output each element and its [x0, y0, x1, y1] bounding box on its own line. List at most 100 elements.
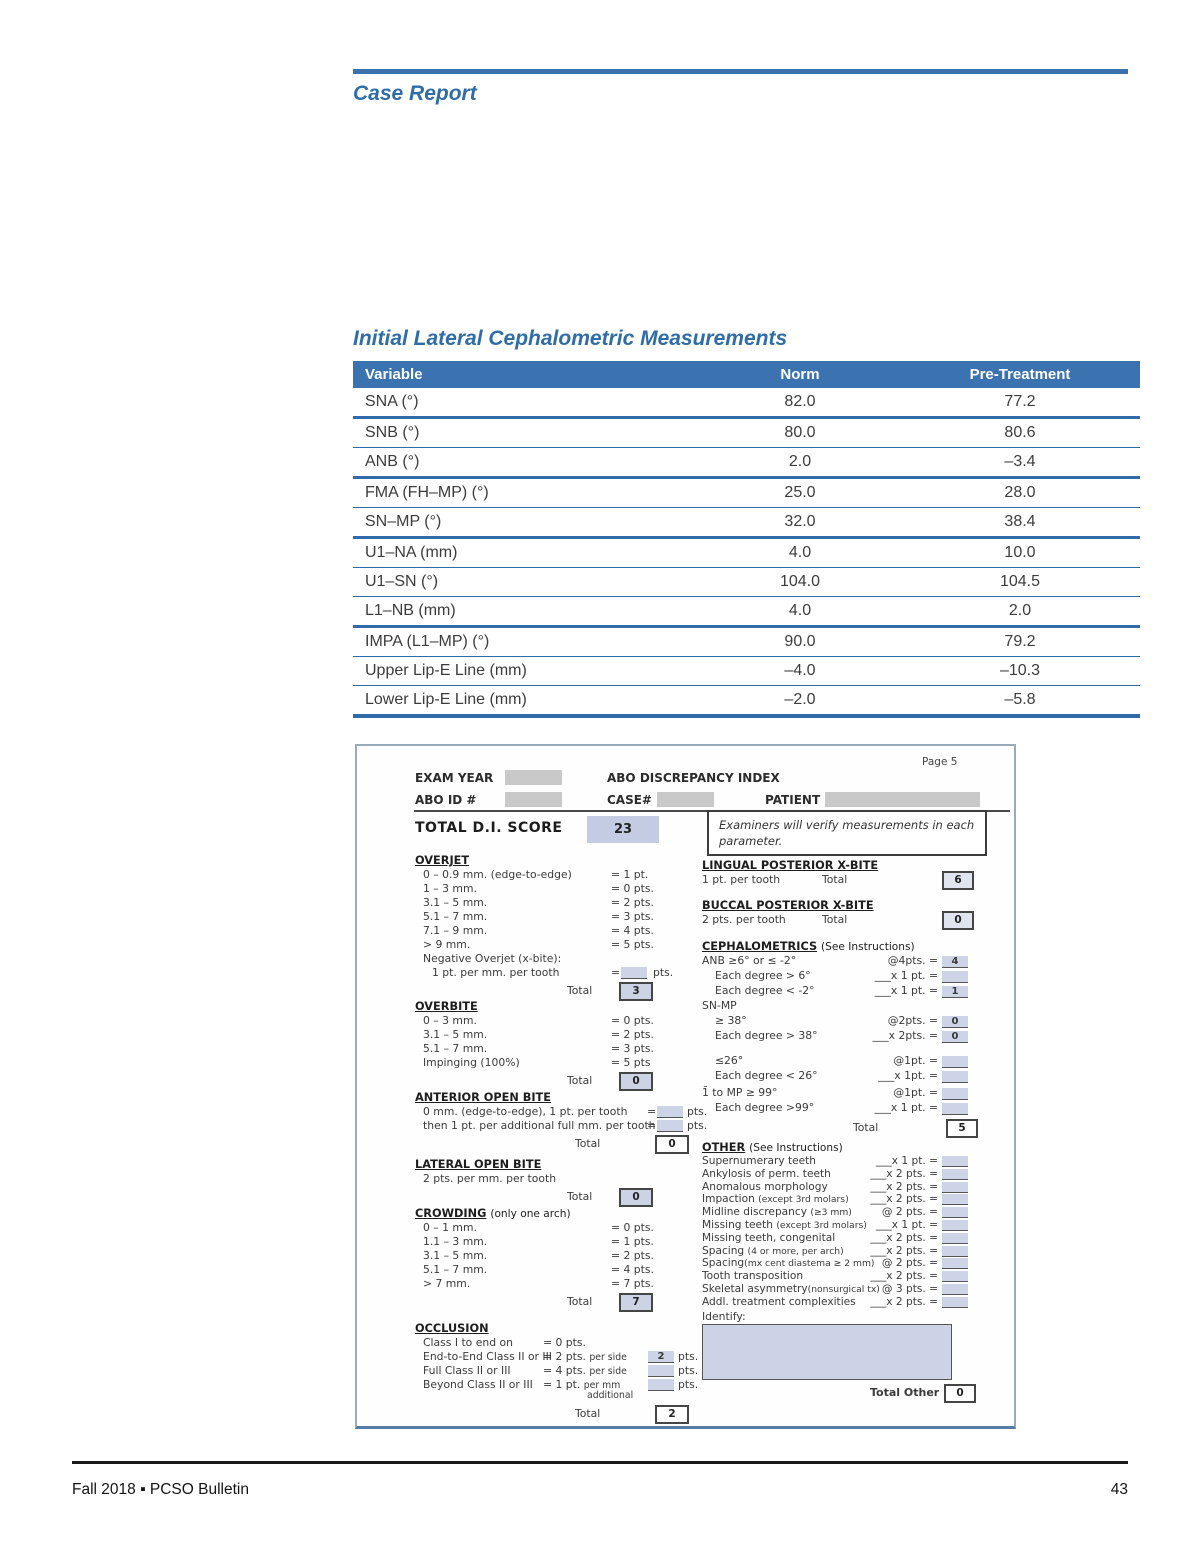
- ceph-row: ≤26° @1pt. =: [702, 1054, 974, 1069]
- points-blank: [657, 1120, 683, 1132]
- cell-pretreatment: –5.8: [900, 685, 1140, 718]
- ceph-value-blank: 0: [942, 1031, 968, 1043]
- other-row: Spacing (4 or more, per arch) ___x 2 pts.…: [702, 1245, 974, 1258]
- overbite-item: 0 – 3 mm. = 0 pts.: [423, 1014, 654, 1027]
- other-row: Anomalous morphology ___x 2 pts. =: [702, 1181, 974, 1194]
- overjet-item: 3.1 – 5 mm. = 2 pts.: [423, 896, 654, 909]
- lateral-open-bite-heading: LATERAL OPEN BITE: [415, 1158, 542, 1171]
- points-blank: [657, 1106, 683, 1118]
- crowding-total: Total 7: [415, 1293, 715, 1312]
- negative-overjet-line: 1 pt. per mm. per tooth = pts.: [432, 966, 674, 979]
- other-value-blank: [942, 1194, 968, 1206]
- buccal-xbite-heading: BUCCAL POSTERIOR X-BITE: [702, 899, 874, 912]
- total-other: Total Other 0: [702, 1383, 976, 1404]
- cephalometrics-section: CEPHALOMETRICS (See Instructions) ANB ≥6…: [702, 940, 978, 1139]
- section-kicker: Case Report: [353, 82, 477, 105]
- cell-variable: SNB (°): [353, 417, 700, 448]
- cell-variable: Upper Lip-E Line (mm): [353, 656, 700, 686]
- ceph-value-blank: 4: [942, 956, 968, 968]
- table-row: ANB (°) 2.0 –3.4: [353, 447, 1140, 479]
- table-row: SNB (°) 80.0 80.6: [353, 417, 1140, 448]
- points-blank: [648, 1379, 674, 1391]
- table-row: Upper Lip-E Line (mm) –4.0 –10.3: [353, 656, 1140, 686]
- cell-norm: 80.0: [700, 417, 900, 448]
- overbite-heading: OVERBITE: [415, 1000, 478, 1013]
- examiner-note: Examiners will verify measurements in ea…: [707, 810, 987, 857]
- occlusion-total-box: 2: [655, 1405, 689, 1424]
- anterior-open-bite-section: ANTERIOR OPEN BITE 0 mm. (edge-to-edge),…: [415, 1091, 715, 1154]
- lingual-xbite-heading: LINGUAL POSTERIOR X-BITE: [702, 859, 879, 872]
- patient-redaction: [825, 792, 980, 807]
- total-di-score-label: TOTAL D.I. SCORE: [415, 820, 563, 836]
- cell-pretreatment: 38.4: [900, 507, 1140, 539]
- cell-norm: 104.0: [700, 567, 900, 597]
- crowding-item: 0 – 1 mm. = 0 pts.: [423, 1221, 654, 1234]
- cell-pretreatment: 28.0: [900, 477, 1140, 508]
- cell-pretreatment: –10.3: [900, 656, 1140, 686]
- crowding-section: CROWDING (only one arch) 0 – 1 mm. = 0 pt…: [415, 1207, 715, 1312]
- form-left-column: OVERJET 0 – 0.9 mm. (edge-to-edge) = 1 pt…: [415, 854, 715, 1424]
- overjet-item: 0 – 0.9 mm. (edge-to-edge) = 1 pt.: [423, 868, 649, 881]
- overbite-item: 5.1 – 7 mm. = 3 pts.: [423, 1042, 654, 1055]
- table-row: Lower Lip-E Line (mm) –2.0 –5.8: [353, 685, 1140, 718]
- table-row: U1–NA (mm) 4.0 10.0: [353, 537, 1140, 568]
- case-number-label: CASE#: [607, 793, 652, 807]
- identify-textbox: [702, 1323, 952, 1380]
- ceph-row: Each degree >99° ___x 1 pt. =: [702, 1101, 974, 1116]
- table-header-row: Variable Norm Pre-Treatment: [353, 361, 1140, 388]
- crowding-item: > 7 mm. = 7 pts.: [423, 1277, 654, 1290]
- total-other-box: 0: [944, 1383, 976, 1403]
- ceph-row: 1̄ to MP ≥ 99° @1pt. =: [702, 1086, 974, 1101]
- other-row: Supernumerary teeth ___x 1 pt. =: [702, 1155, 974, 1168]
- identify-label: Identify:: [702, 1309, 746, 1323]
- cell-pretreatment: 104.5: [900, 567, 1140, 597]
- lateral-open-bite-section: LATERAL OPEN BITE 2 pts. per mm. per too…: [415, 1158, 715, 1207]
- cephalometrics-total-box: 5: [946, 1119, 978, 1138]
- crowding-item: 1.1 – 3 mm. = 1 pts.: [423, 1235, 654, 1248]
- other-value-blank: [942, 1283, 968, 1295]
- negative-overjet-label: Negative Overjet (x-bite):: [423, 952, 562, 965]
- lingual-xbite-total-box: 6: [942, 871, 974, 890]
- cell-norm: 25.0: [700, 477, 900, 508]
- lingual-xbite-section: LINGUAL POSTERIOR X-BITE 1 pt. per tooth…: [702, 859, 974, 890]
- overbite-item: 3.1 – 5 mm. = 2 pts.: [423, 1028, 654, 1041]
- anterior-open-bite-total-box: 0: [655, 1135, 689, 1154]
- footer-page-number: 43: [1110, 1481, 1128, 1498]
- overjet-total: Total 3: [415, 982, 715, 1001]
- anterior-open-bite-total: Total 0: [415, 1135, 715, 1154]
- exam-year-label: EXAM YEAR: [415, 771, 494, 785]
- cell-variable: U1–NA (mm): [353, 537, 700, 568]
- cell-variable: SNA (°): [353, 388, 700, 419]
- cell-norm: 2.0: [700, 447, 900, 479]
- col-header-variable: Variable: [353, 361, 700, 388]
- total-di-score-value: 23: [587, 816, 659, 843]
- cell-norm: –4.0: [700, 656, 900, 686]
- overbite-total: Total 0: [415, 1072, 715, 1091]
- case-number-redaction: [657, 792, 714, 807]
- cell-pretreatment: 10.0: [900, 537, 1140, 568]
- ceph-value-blank: 1: [942, 986, 968, 998]
- table-row: SNA (°) 82.0 77.2: [353, 388, 1140, 419]
- cephalometrics-heading: CEPHALOMETRICS (See Instructions): [702, 940, 915, 953]
- overjet-item: > 9 mm. = 5 pts.: [423, 938, 654, 951]
- cell-pretreatment: –3.4: [900, 447, 1140, 479]
- occlusion-row: Full Class II or III = 4 pts. per side pts…: [423, 1364, 699, 1377]
- occlusion-row: End-to-End Class II or III = 2 pts. per s…: [423, 1350, 699, 1363]
- cell-norm: –2.0: [700, 685, 900, 718]
- cell-pretreatment: 79.2: [900, 626, 1140, 657]
- occlusion-heading: OCCLUSION: [415, 1322, 489, 1335]
- other-heading: OTHER (See Instructions): [702, 1141, 843, 1154]
- col-header-norm: Norm: [700, 361, 900, 388]
- overjet-heading: OVERJET: [415, 854, 470, 867]
- crowding-total-box: 7: [619, 1293, 653, 1312]
- overjet-section: OVERJET 0 – 0.9 mm. (edge-to-edge) = 1 pt…: [415, 854, 715, 1001]
- abo-id-label: ABO ID #: [415, 793, 477, 807]
- other-value-blank: [942, 1168, 968, 1180]
- table-row: L1–NB (mm) 4.0 2.0: [353, 596, 1140, 628]
- lateral-open-bite-line: 2 pts. per mm. per tooth: [423, 1172, 557, 1185]
- ceph-value-blank: [942, 1088, 968, 1100]
- other-row: Ankylosis of perm. teeth ___x 2 pts. =: [702, 1168, 974, 1181]
- occlusion-row: Beyond Class II or III = 1 pt. per mm pts.: [423, 1378, 699, 1391]
- ceph-value-blank: 0: [942, 1016, 968, 1028]
